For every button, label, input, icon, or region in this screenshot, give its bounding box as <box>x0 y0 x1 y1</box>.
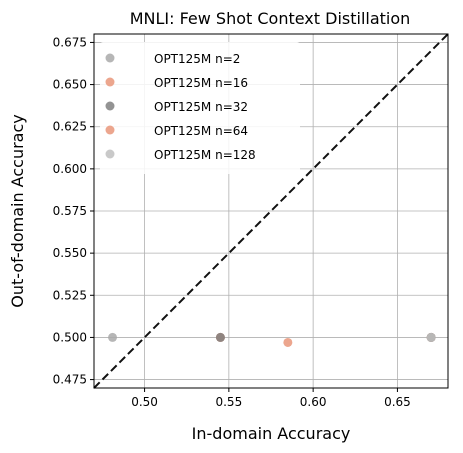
x-tick-label: 0.65 <box>384 395 411 409</box>
y-tick-label: 0.500 <box>53 330 87 344</box>
legend-marker <box>105 53 115 63</box>
x-axis-title: In-domain Accuracy <box>192 424 351 443</box>
x-tick-label: 0.55 <box>215 395 242 409</box>
legend-label: OPT125M n=32 <box>154 100 248 114</box>
data-point <box>283 337 293 347</box>
legend-box <box>100 42 300 174</box>
x-tick-label: 0.60 <box>300 395 327 409</box>
y-axis-title: Out-of-domain Accuracy <box>8 114 27 307</box>
y-tick-label: 0.675 <box>53 35 87 49</box>
y-tick-label: 0.550 <box>53 246 87 260</box>
y-tick-label: 0.575 <box>53 204 87 218</box>
x-tick-label: 0.50 <box>131 395 158 409</box>
legend-label: OPT125M n=128 <box>154 148 256 162</box>
chart-title: MNLI: Few Shot Context Distillation <box>130 9 411 28</box>
legend-label: OPT125M n=16 <box>154 76 248 90</box>
legend-marker <box>105 77 115 87</box>
y-tick-label: 0.600 <box>53 162 87 176</box>
x-axis-ticks: 0.50 0.55 0.60 0.65 <box>131 388 411 409</box>
y-tick-label: 0.475 <box>53 373 87 387</box>
legend-label: OPT125M n=2 <box>154 52 240 66</box>
legend-label: OPT125M n=64 <box>154 124 248 138</box>
y-axis-ticks: 0.475 0.500 0.525 0.550 0.575 0.600 0.625 0.650… <box>53 35 94 387</box>
y-tick-label: 0.525 <box>53 288 87 302</box>
data-point <box>108 332 118 342</box>
data-point <box>215 332 225 342</box>
legend-marker <box>105 149 115 159</box>
legend-marker <box>105 101 115 111</box>
data-point <box>426 332 436 342</box>
legend: OPT125M n=2 OPT125M n=16 OPT125M n=32 OPT12… <box>100 42 300 174</box>
data-points <box>108 332 436 347</box>
y-tick-label: 0.625 <box>53 120 87 134</box>
legend-marker <box>105 125 115 135</box>
y-tick-label: 0.650 <box>53 78 87 92</box>
